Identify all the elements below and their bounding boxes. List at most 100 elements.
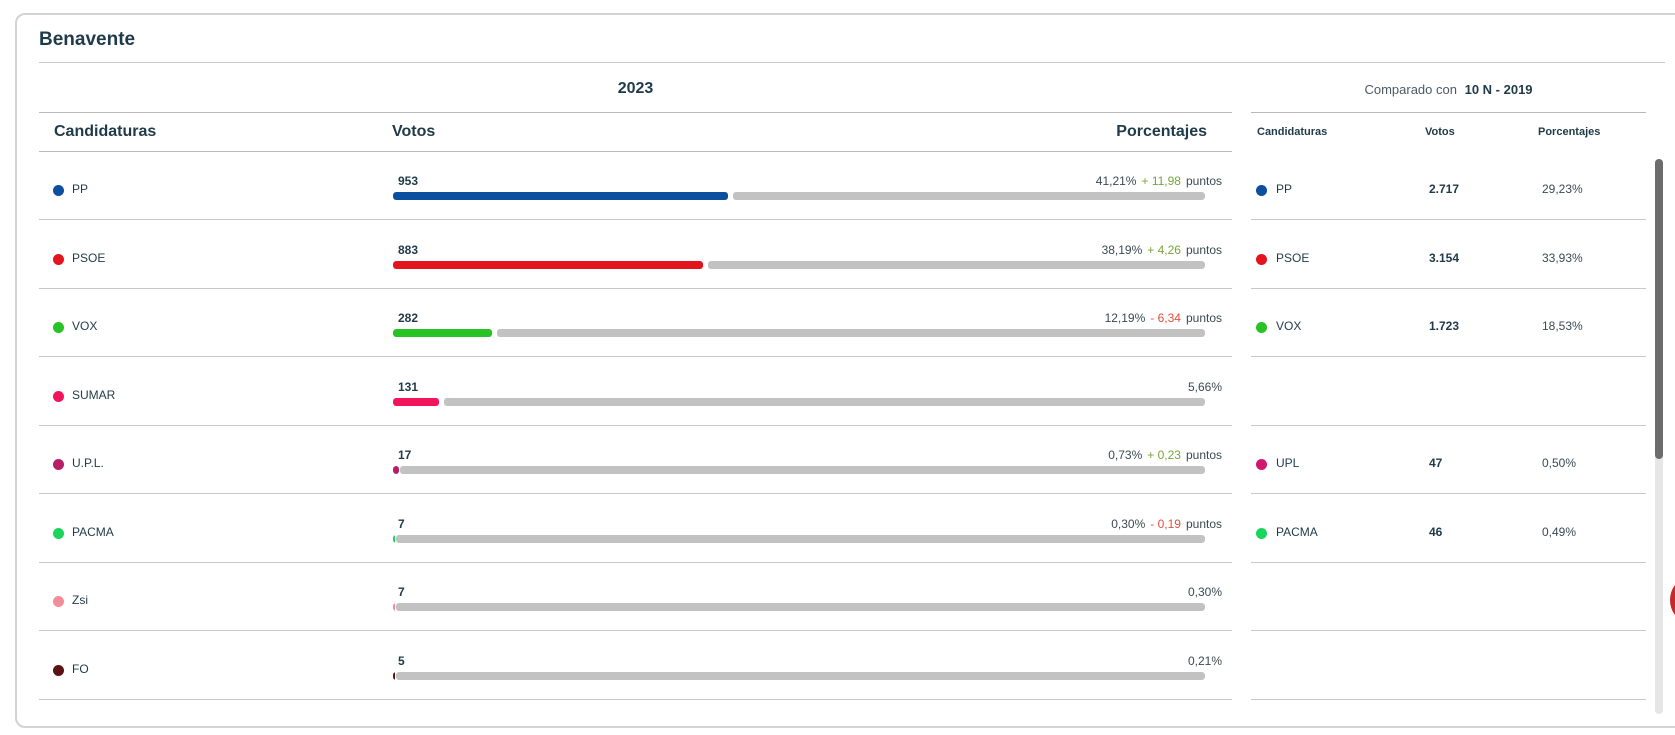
compare-column-header-candidaturas: Candidaturas — [1257, 126, 1328, 138]
vote-share-bar — [393, 671, 1205, 680]
percentage-change: - 6,34 — [1150, 311, 1181, 325]
vote-share-bar — [393, 329, 1205, 337]
party-votes: 131 — [398, 379, 419, 394]
party-votes: 7 — [398, 585, 405, 599]
result-row: SUMAR 131 5,66% — [39, 358, 1232, 426]
result-row: U.P.L. 17 0,73% + 0,23 puntos — [39, 426, 1232, 494]
vote-share-fill — [393, 466, 399, 474]
party-percentage-block: 0,21% — [1188, 654, 1222, 668]
vote-share-remainder — [708, 260, 1205, 269]
row-divider — [39, 630, 1232, 631]
compare-column-header-votos: Votos — [1425, 126, 1455, 138]
vote-share-fill — [393, 329, 492, 337]
party-votes: 5 — [398, 653, 405, 668]
vote-share-bar — [393, 260, 1205, 269]
compare-row-divider — [1251, 219, 1646, 220]
result-row: PACMA 7 0,30% - 0,19 puntos — [39, 495, 1232, 563]
compare-party-votes: 46 — [1429, 524, 1443, 539]
year-label: 2023 — [617, 80, 654, 97]
party-name: SUMAR — [72, 387, 116, 402]
party-percentage-block: 41,21% + 11,98 puntos — [1096, 174, 1222, 188]
percentage-change: + 0,23 — [1147, 448, 1181, 462]
compare-party-votes: 47 — [1429, 456, 1443, 470]
party-percentage-block: 12,19% - 6,34 puntos — [1105, 311, 1222, 325]
party-color-dot — [1256, 322, 1267, 333]
party-color-dot — [53, 185, 64, 196]
party-percentage: 0,73% — [1108, 448, 1143, 462]
title-divider — [39, 62, 1665, 63]
party-percentage: 12,19% — [1104, 311, 1146, 325]
party-name: PACMA — [72, 524, 114, 539]
compare-row — [1251, 632, 1646, 700]
points-label: puntos — [1185, 516, 1222, 531]
column-header-votos: Votos — [392, 123, 436, 140]
party-votes: 7 — [398, 516, 405, 531]
party-votes: 883 — [398, 242, 419, 257]
row-divider — [39, 219, 1232, 220]
compare-column-header-porcentajes: Porcentajes — [1538, 126, 1601, 138]
scrollbar-thumb[interactable] — [1655, 159, 1663, 459]
percentage-change: + 4,26 — [1147, 242, 1181, 257]
party-votes: 17 — [398, 448, 412, 462]
result-row: Zsi 7 0,30% — [39, 563, 1232, 631]
party-color-dot — [53, 390, 64, 402]
result-row: PP 953 41,21% + 11,98 puntos — [39, 152, 1232, 220]
party-votes: 953 — [398, 174, 419, 188]
party-name: FO — [72, 661, 89, 676]
vote-share-remainder — [733, 192, 1205, 200]
vote-share-remainder — [400, 466, 1205, 474]
compare-row-divider — [1251, 424, 1646, 426]
party-name: Zsi — [72, 593, 88, 607]
vote-share-fill — [393, 603, 395, 611]
vote-share-remainder — [497, 329, 1205, 337]
party-color-dot — [53, 527, 64, 539]
party-color-dot — [1256, 459, 1267, 470]
vote-share-remainder — [396, 603, 1205, 611]
compare-party-name: VOX — [1276, 319, 1302, 333]
compare-row — [1251, 358, 1646, 426]
compare-party-name: PACMA — [1276, 524, 1318, 539]
vote-share-bar — [393, 603, 1205, 611]
points-label: puntos — [1185, 174, 1222, 188]
vote-share-remainder — [444, 397, 1205, 406]
vote-share-bar — [393, 192, 1205, 200]
compare-party-percentage: 0,50% — [1542, 456, 1577, 470]
party-name: VOX — [72, 319, 98, 333]
compare-row-divider — [1251, 356, 1646, 357]
party-percentage: 5,66% — [1187, 379, 1222, 394]
main-header-bottom-line — [39, 151, 1232, 152]
compare-party-name: PP — [1276, 182, 1293, 196]
points-label: puntos — [1185, 311, 1222, 325]
compare-prefix: Comparado con — [1364, 82, 1457, 97]
party-color-dot — [53, 596, 64, 607]
compare-row: PSOE 3.154 33,93% — [1251, 221, 1646, 289]
party-percentage-block: 38,19% + 4,26 puntos — [1102, 243, 1222, 257]
vote-share-remainder — [396, 534, 1205, 543]
vote-share-bar — [393, 466, 1205, 474]
compare-row — [1251, 563, 1646, 631]
floating-action-button-edge[interactable] — [1670, 580, 1675, 620]
compare-party-votes: 3.154 — [1429, 250, 1460, 265]
compare-party-name: PSOE — [1276, 250, 1310, 265]
compare-label: Comparado con 10 N - 2019 — [1251, 82, 1646, 97]
column-header-candidaturas: Candidaturas — [54, 123, 157, 140]
vote-share-bar — [393, 534, 1205, 543]
result-row: VOX 282 12,19% - 6,34 puntos — [39, 289, 1232, 357]
party-name: PSOE — [72, 250, 106, 265]
vertical-scrollbar[interactable] — [1655, 159, 1663, 714]
compare-row: PACMA 46 0,49% — [1251, 495, 1646, 563]
party-color-dot — [53, 253, 64, 265]
points-label: puntos — [1185, 448, 1222, 462]
compare-election: 10 N - 2019 — [1464, 82, 1533, 97]
party-percentage-block: 5,66% — [1188, 380, 1222, 394]
result-row: PSOE 883 38,19% + 4,26 puntos — [39, 221, 1232, 289]
vote-share-remainder — [396, 671, 1205, 680]
party-percentage: 41,21% — [1095, 174, 1137, 188]
compare-party-percentage: 0,49% — [1542, 524, 1577, 539]
row-divider — [39, 287, 1232, 289]
party-color-dot — [1256, 253, 1267, 265]
party-name: PP — [72, 182, 89, 196]
vote-share-fill — [393, 534, 395, 543]
row-divider — [39, 356, 1232, 357]
points-label: puntos — [1185, 242, 1222, 257]
